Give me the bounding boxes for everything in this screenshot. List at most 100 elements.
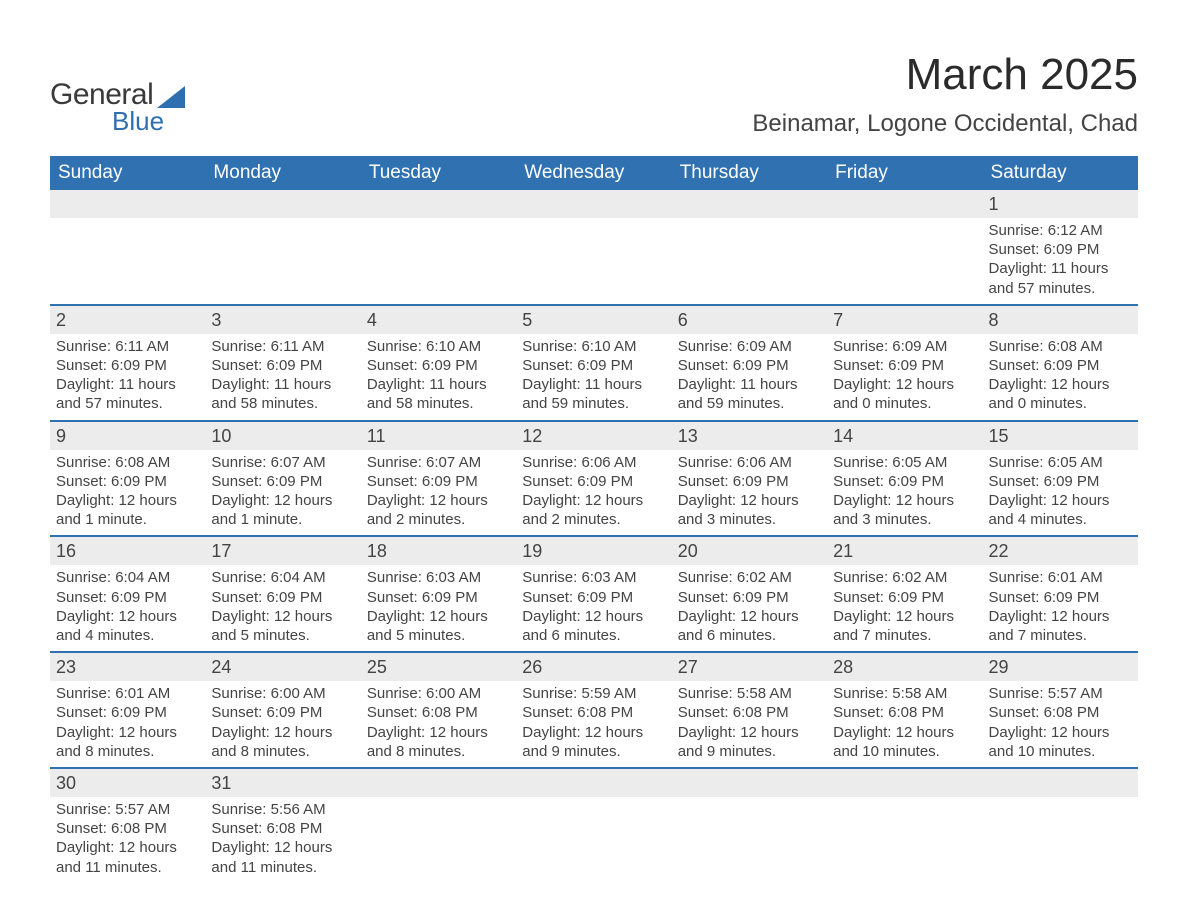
sunrise-line: Sunrise: 6:11 AM — [211, 337, 354, 356]
calendar-week-row: 1Sunrise: 6:12 AMSunset: 6:09 PMDaylight… — [50, 190, 1138, 305]
day-details: Sunrise: 6:08 AMSunset: 6:09 PMDaylight:… — [50, 450, 205, 536]
sunset-line: Sunset: 6:08 PM — [833, 703, 976, 722]
day-number: 20 — [672, 537, 827, 565]
calendar-day-cell — [516, 768, 671, 883]
calendar-day-cell: 3Sunrise: 6:11 AMSunset: 6:09 PMDaylight… — [205, 305, 360, 421]
sunset-line: Sunset: 6:09 PM — [56, 703, 199, 722]
calendar-day-cell — [361, 768, 516, 883]
sunset-line: Sunset: 6:09 PM — [678, 472, 821, 491]
day-details: Sunrise: 6:09 AMSunset: 6:09 PMDaylight:… — [827, 334, 982, 420]
sunrise-line: Sunrise: 6:04 AM — [211, 568, 354, 587]
calendar-day-cell: 23Sunrise: 6:01 AMSunset: 6:09 PMDayligh… — [50, 652, 205, 768]
sunset-line: Sunset: 6:09 PM — [367, 588, 510, 607]
day-number: 8 — [983, 306, 1138, 334]
calendar-day-cell — [827, 768, 982, 883]
day-number: 29 — [983, 653, 1138, 681]
daylight-line: Daylight: 12 hours and 7 minutes. — [833, 607, 976, 645]
weekday-head: Sunday — [50, 156, 205, 190]
sunset-line: Sunset: 6:09 PM — [211, 588, 354, 607]
calendar-day-cell: 19Sunrise: 6:03 AMSunset: 6:09 PMDayligh… — [516, 536, 671, 652]
sunrise-line: Sunrise: 5:57 AM — [56, 800, 199, 819]
day-number: 5 — [516, 306, 671, 334]
day-details: Sunrise: 6:03 AMSunset: 6:09 PMDaylight:… — [361, 565, 516, 651]
daylight-line: Daylight: 11 hours and 57 minutes. — [56, 375, 199, 413]
calendar-day-cell — [516, 190, 671, 305]
calendar-day-cell: 8Sunrise: 6:08 AMSunset: 6:09 PMDaylight… — [983, 305, 1138, 421]
day-details: Sunrise: 6:00 AMSunset: 6:09 PMDaylight:… — [205, 681, 360, 767]
sunset-line: Sunset: 6:09 PM — [56, 356, 199, 375]
sunset-line: Sunset: 6:09 PM — [833, 472, 976, 491]
calendar-day-cell — [827, 190, 982, 305]
sunset-line: Sunset: 6:09 PM — [367, 472, 510, 491]
weekday-head: Tuesday — [361, 156, 516, 190]
day-number: 1 — [983, 190, 1138, 218]
calendar-day-cell: 14Sunrise: 6:05 AMSunset: 6:09 PMDayligh… — [827, 421, 982, 537]
sunset-line: Sunset: 6:09 PM — [833, 356, 976, 375]
weekday-head: Monday — [205, 156, 360, 190]
calendar-day-cell: 20Sunrise: 6:02 AMSunset: 6:09 PMDayligh… — [672, 536, 827, 652]
sunset-line: Sunset: 6:08 PM — [989, 703, 1132, 722]
daylight-line: Daylight: 12 hours and 5 minutes. — [211, 607, 354, 645]
daylight-line: Daylight: 12 hours and 8 minutes. — [211, 723, 354, 761]
day-details: Sunrise: 6:11 AMSunset: 6:09 PMDaylight:… — [205, 334, 360, 420]
daylight-line: Daylight: 12 hours and 3 minutes. — [833, 491, 976, 529]
day-number — [516, 769, 671, 797]
sunset-line: Sunset: 6:08 PM — [367, 703, 510, 722]
day-details: Sunrise: 6:01 AMSunset: 6:09 PMDaylight:… — [50, 681, 205, 767]
day-details: Sunrise: 6:02 AMSunset: 6:09 PMDaylight:… — [827, 565, 982, 651]
day-details: Sunrise: 5:57 AMSunset: 6:08 PMDaylight:… — [983, 681, 1138, 767]
day-number: 28 — [827, 653, 982, 681]
sunset-line: Sunset: 6:09 PM — [367, 356, 510, 375]
daylight-line: Daylight: 11 hours and 58 minutes. — [211, 375, 354, 413]
calendar-day-cell: 16Sunrise: 6:04 AMSunset: 6:09 PMDayligh… — [50, 536, 205, 652]
sunset-line: Sunset: 6:08 PM — [522, 703, 665, 722]
sunset-line: Sunset: 6:09 PM — [678, 588, 821, 607]
daylight-line: Daylight: 12 hours and 0 minutes. — [833, 375, 976, 413]
day-details: Sunrise: 5:58 AMSunset: 6:08 PMDaylight:… — [827, 681, 982, 767]
daylight-line: Daylight: 12 hours and 4 minutes. — [56, 607, 199, 645]
sunset-line: Sunset: 6:09 PM — [211, 472, 354, 491]
sunset-line: Sunset: 6:08 PM — [678, 703, 821, 722]
day-details: Sunrise: 6:00 AMSunset: 6:08 PMDaylight:… — [361, 681, 516, 767]
day-details: Sunrise: 5:56 AMSunset: 6:08 PMDaylight:… — [205, 797, 360, 883]
calendar-table: Sunday Monday Tuesday Wednesday Thursday… — [50, 156, 1138, 883]
day-number: 18 — [361, 537, 516, 565]
calendar-week-row: 2Sunrise: 6:11 AMSunset: 6:09 PMDaylight… — [50, 305, 1138, 421]
day-number: 23 — [50, 653, 205, 681]
calendar-day-cell: 6Sunrise: 6:09 AMSunset: 6:09 PMDaylight… — [672, 305, 827, 421]
daylight-line: Daylight: 12 hours and 1 minute. — [211, 491, 354, 529]
calendar-day-cell — [983, 768, 1138, 883]
daylight-line: Daylight: 11 hours and 59 minutes. — [522, 375, 665, 413]
calendar-day-cell: 5Sunrise: 6:10 AMSunset: 6:09 PMDaylight… — [516, 305, 671, 421]
daylight-line: Daylight: 12 hours and 6 minutes. — [678, 607, 821, 645]
day-number — [361, 769, 516, 797]
triangle-icon — [157, 86, 185, 108]
day-number — [205, 190, 360, 218]
daylight-line: Daylight: 11 hours and 57 minutes. — [989, 259, 1132, 297]
daylight-line: Daylight: 12 hours and 5 minutes. — [367, 607, 510, 645]
sunrise-line: Sunrise: 6:04 AM — [56, 568, 199, 587]
location-subtitle: Beinamar, Logone Occidental, Chad — [752, 110, 1138, 138]
daylight-line: Daylight: 12 hours and 3 minutes. — [678, 491, 821, 529]
day-number — [827, 190, 982, 218]
daylight-line: Daylight: 12 hours and 4 minutes. — [989, 491, 1132, 529]
day-number — [50, 190, 205, 218]
calendar-day-cell — [50, 190, 205, 305]
sunset-line: Sunset: 6:09 PM — [989, 356, 1132, 375]
calendar-day-cell: 26Sunrise: 5:59 AMSunset: 6:08 PMDayligh… — [516, 652, 671, 768]
sunrise-line: Sunrise: 5:57 AM — [989, 684, 1132, 703]
sunset-line: Sunset: 6:09 PM — [989, 240, 1132, 259]
sunset-line: Sunset: 6:09 PM — [522, 472, 665, 491]
day-number: 10 — [205, 422, 360, 450]
calendar-day-cell: 24Sunrise: 6:00 AMSunset: 6:09 PMDayligh… — [205, 652, 360, 768]
calendar-week-row: 16Sunrise: 6:04 AMSunset: 6:09 PMDayligh… — [50, 536, 1138, 652]
calendar-day-cell: 1Sunrise: 6:12 AMSunset: 6:09 PMDaylight… — [983, 190, 1138, 305]
day-details: Sunrise: 6:04 AMSunset: 6:09 PMDaylight:… — [50, 565, 205, 651]
daylight-line: Daylight: 12 hours and 0 minutes. — [989, 375, 1132, 413]
day-number: 12 — [516, 422, 671, 450]
day-number: 16 — [50, 537, 205, 565]
sunrise-line: Sunrise: 6:08 AM — [56, 453, 199, 472]
sunset-line: Sunset: 6:08 PM — [56, 819, 199, 838]
sunset-line: Sunset: 6:09 PM — [522, 356, 665, 375]
calendar-day-cell: 28Sunrise: 5:58 AMSunset: 6:08 PMDayligh… — [827, 652, 982, 768]
